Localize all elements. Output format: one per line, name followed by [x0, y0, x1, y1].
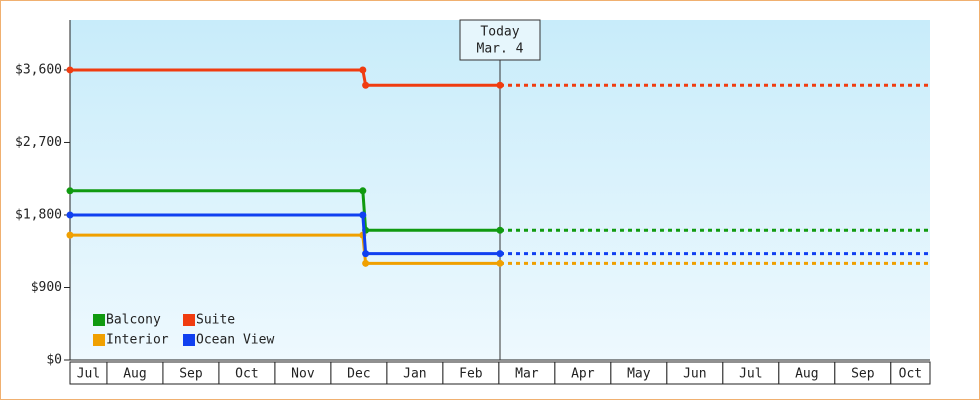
y-tick-label: $3,600 [15, 62, 62, 77]
point [496, 250, 504, 258]
point [66, 187, 74, 195]
y-tick-label: $0 [46, 353, 62, 368]
legend-label: Balcony [106, 313, 161, 328]
point [359, 66, 367, 74]
today-label: Mar. 4 [477, 42, 524, 57]
legend-swatch [93, 314, 105, 326]
point [66, 66, 74, 74]
point [66, 231, 74, 239]
x-tick-label: Aug [795, 367, 818, 382]
y-tick-label: $900 [31, 280, 62, 295]
x-tick-label: Apr [571, 367, 595, 382]
legend-label: Ocean View [196, 333, 274, 348]
today-label: Today [480, 25, 519, 40]
point [496, 226, 504, 234]
series-line [70, 68, 500, 87]
x-tick-label: Nov [291, 367, 315, 382]
legend-label: Suite [196, 313, 235, 328]
x-tick-label: Jan [403, 367, 426, 382]
today-box [459, 19, 541, 61]
x-tick-label: Jun [683, 367, 706, 382]
legend-swatch [183, 334, 195, 346]
point [496, 81, 504, 89]
point [359, 211, 367, 219]
point [362, 259, 370, 267]
point [362, 81, 370, 89]
x-tick-label: Sep [179, 367, 203, 382]
series-line [70, 189, 500, 232]
point [496, 259, 504, 267]
x-tick-label: Mar [515, 367, 539, 382]
legend-swatch [93, 334, 105, 346]
legend-label: Interior [106, 333, 169, 348]
x-tick-label: Feb [459, 367, 483, 382]
series-line [70, 213, 500, 256]
x-tick-label: Jul [77, 367, 100, 382]
y-tick-label: $1,800 [15, 207, 62, 222]
point [66, 211, 74, 219]
x-tick-label: Aug [123, 367, 146, 382]
point [359, 187, 367, 195]
x-band [890, 361, 931, 385]
legend-swatch [183, 314, 195, 326]
x-tick-label: Oct [899, 367, 922, 382]
x-tick-label: Jul [739, 367, 762, 382]
x-tick-label: Oct [235, 367, 258, 382]
x-tick-label: Dec [347, 367, 370, 382]
x-tick-label: May [627, 367, 651, 382]
x-tick-label: Sep [851, 367, 875, 382]
point [362, 250, 370, 258]
y-tick-label: $2,700 [15, 135, 62, 150]
